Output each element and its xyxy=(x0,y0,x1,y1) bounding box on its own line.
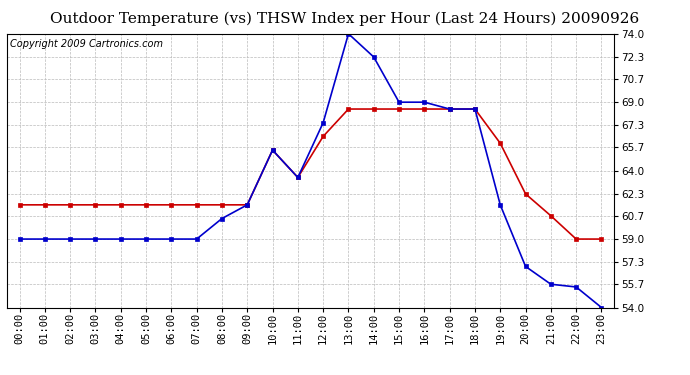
Text: Outdoor Temperature (vs) THSW Index per Hour (Last 24 Hours) 20090926: Outdoor Temperature (vs) THSW Index per … xyxy=(50,11,640,26)
Text: Copyright 2009 Cartronics.com: Copyright 2009 Cartronics.com xyxy=(10,39,163,49)
